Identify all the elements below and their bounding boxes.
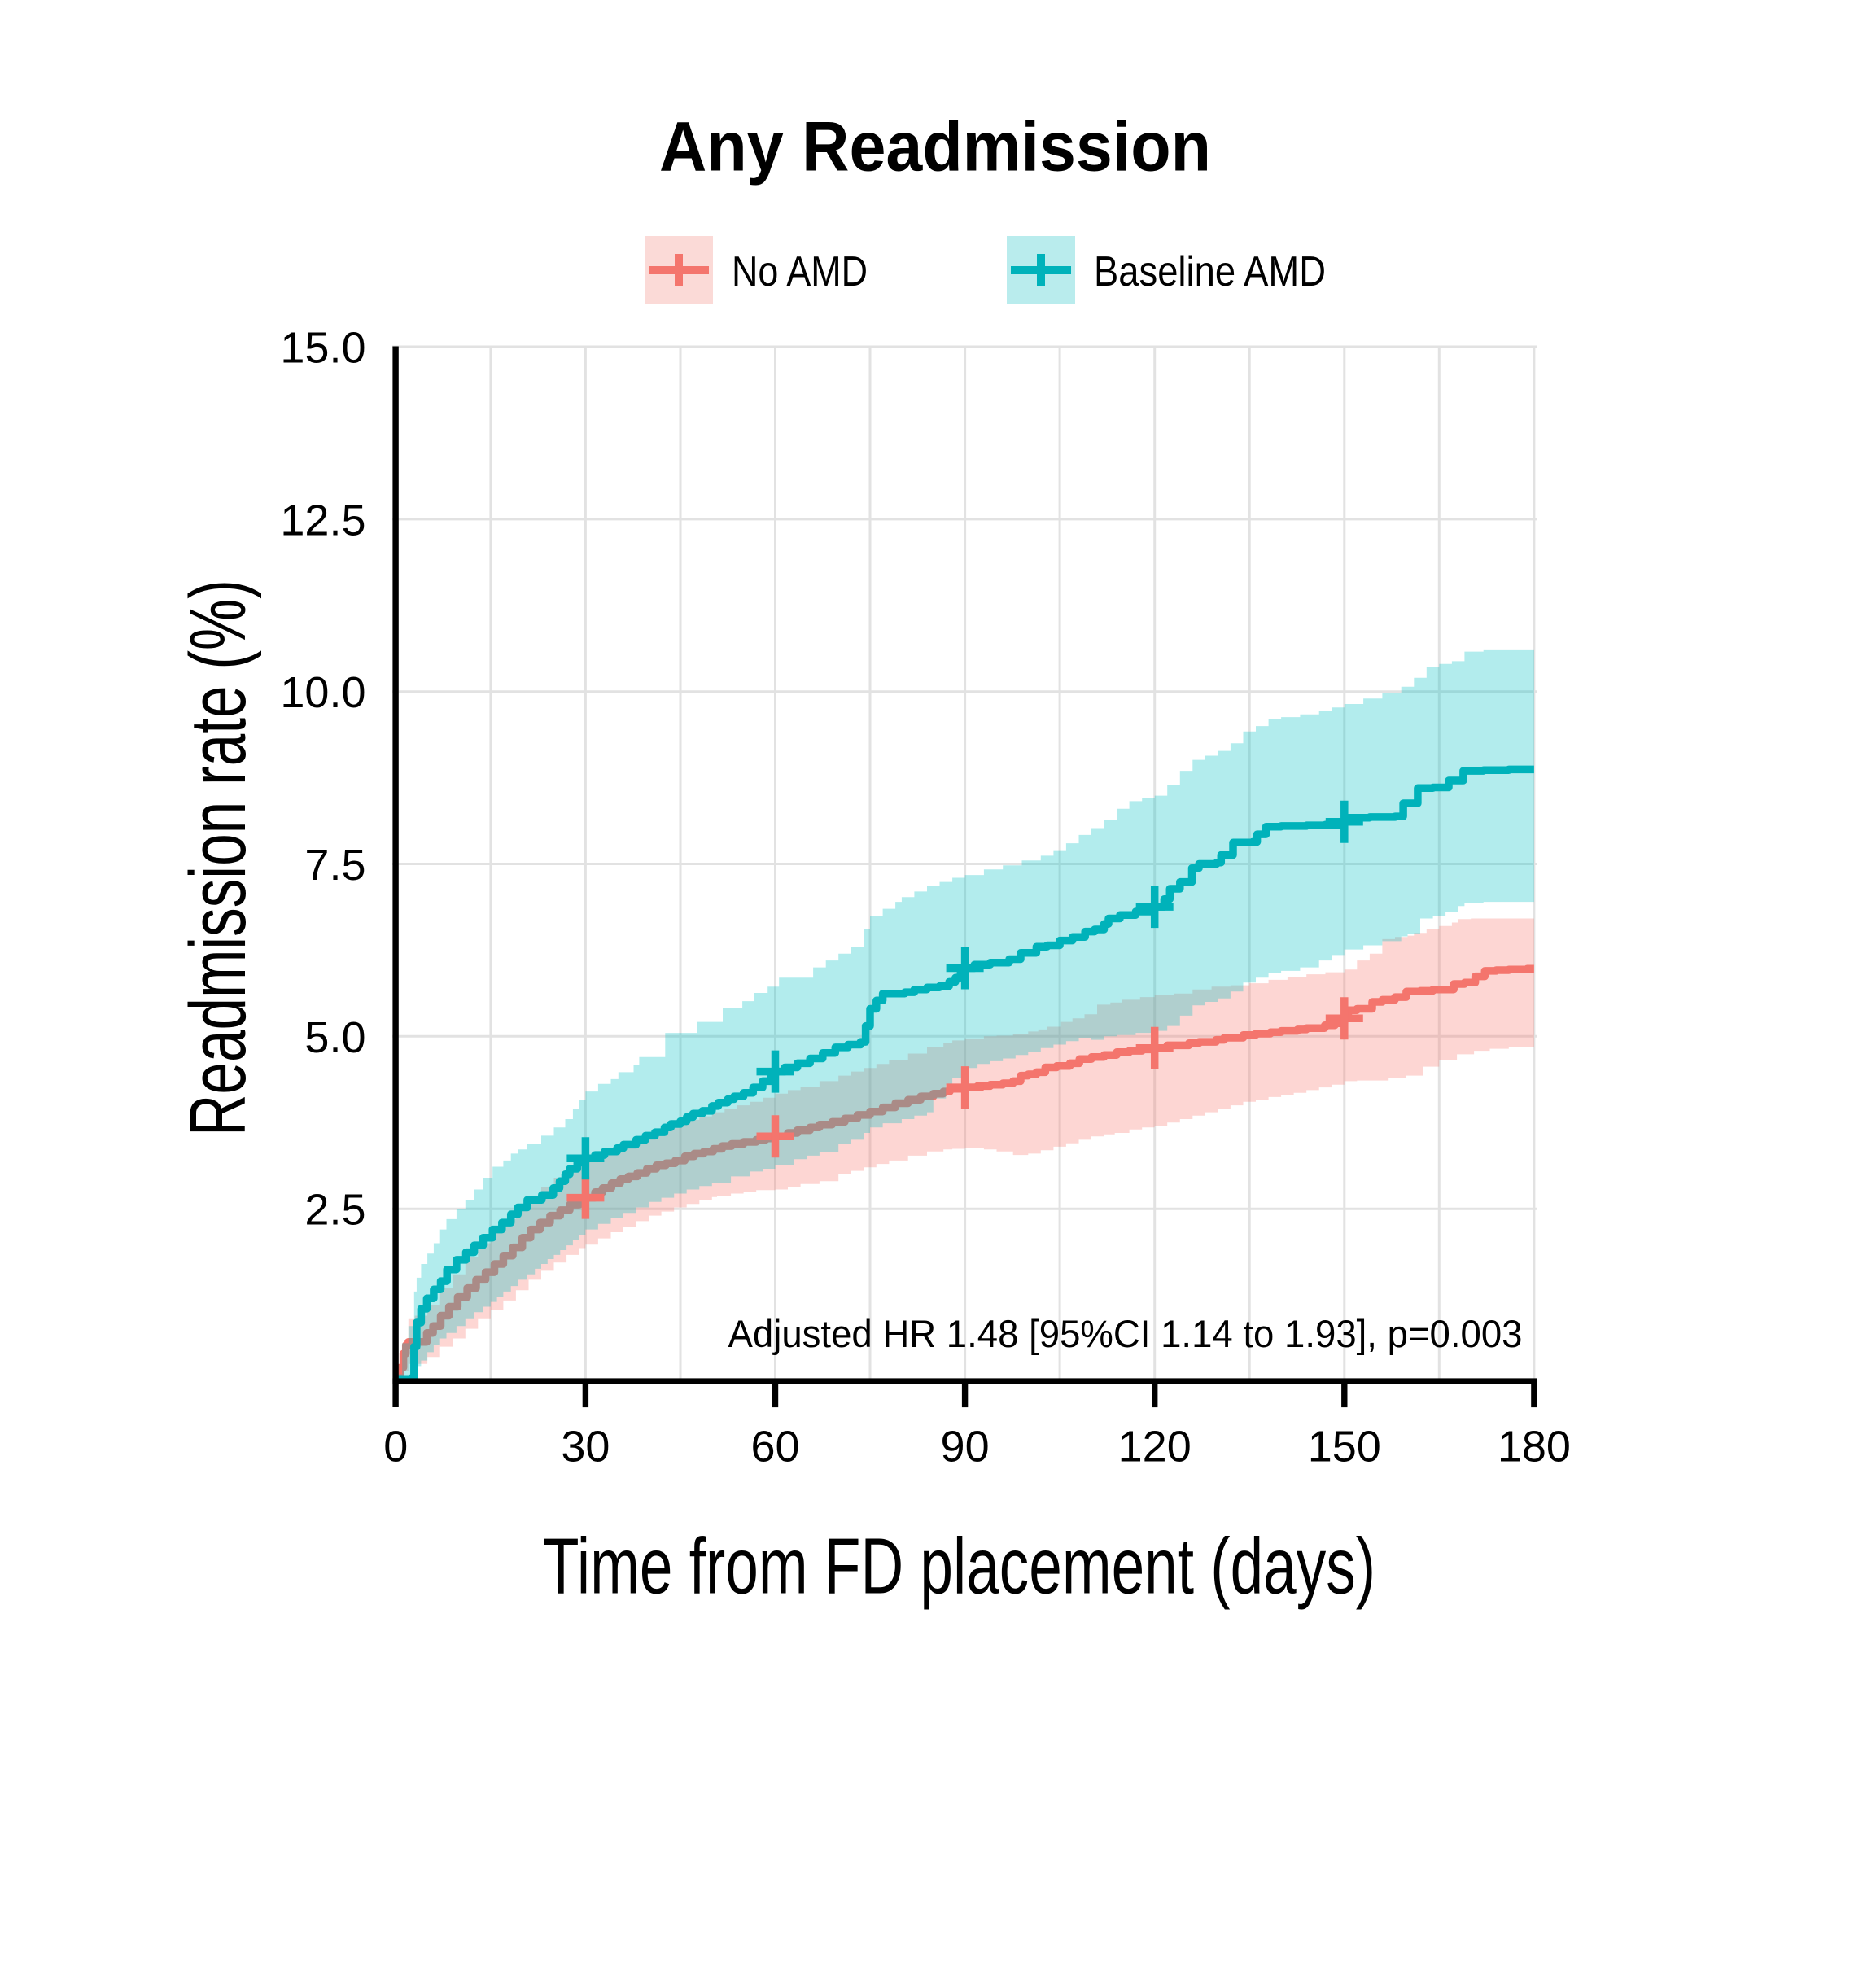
svg-text:60: 60 [750,1423,799,1472]
svg-text:90: 90 [941,1423,990,1472]
svg-text:30: 30 [561,1423,610,1472]
svg-text:No AMD: No AMD [732,248,868,295]
svg-text:Adjusted HR 1.48 [95%CI 1.14 t: Adjusted HR 1.48 [95%CI 1.14 to 1.93], p… [728,1312,1523,1355]
svg-text:10.0: 10.0 [280,668,365,717]
svg-text:Baseline AMD: Baseline AMD [1094,248,1326,295]
svg-text:Time from FD placement (days): Time from FD placement (days) [543,1522,1375,1611]
svg-text:12.5: 12.5 [280,496,365,544]
svg-text:2.5: 2.5 [304,1186,365,1235]
svg-text:Any Readmission: Any Readmission [659,108,1211,186]
svg-text:150: 150 [1308,1423,1381,1472]
svg-text:7.5: 7.5 [304,841,365,890]
svg-text:Readmission rate (%): Readmission rate (%) [173,579,262,1136]
svg-text:180: 180 [1498,1423,1571,1472]
svg-text:0: 0 [383,1423,408,1472]
svg-text:5.0: 5.0 [304,1013,365,1062]
svg-text:15.0: 15.0 [280,324,365,373]
svg-text:120: 120 [1118,1423,1192,1472]
